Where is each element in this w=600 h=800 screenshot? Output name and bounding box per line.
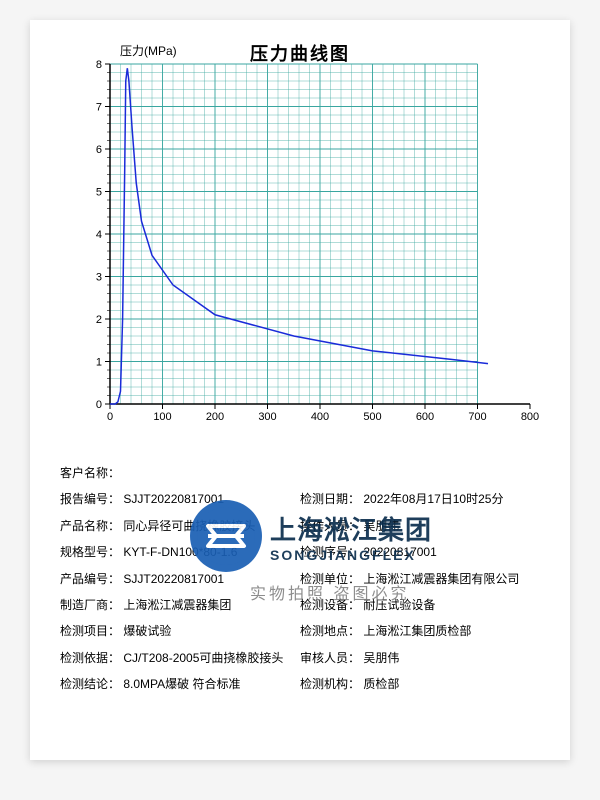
reviewer-row: 审核人员： 吴朋伟 — [300, 645, 540, 671]
basis-value: CJ/T208-2005可曲挠橡胶接头 — [123, 651, 283, 665]
test-item-label: 检测项目： — [60, 624, 120, 638]
chart-svg: 0 1 2 3 4 5 6 7 8 0 100 200 300 400 500 600 700 800 — [60, 40, 540, 430]
org-label: 检测机构： — [300, 677, 360, 691]
product-no-value: SJJT20220817001 — [123, 572, 224, 586]
conclusion-row: 检测结论： 8.0MPA爆破 符合标准 — [60, 671, 300, 697]
spec-label: 规格型号： — [60, 545, 120, 559]
customer-row: 客户名称： — [60, 460, 540, 486]
test-item-value: 爆破试验 — [123, 624, 171, 638]
product-no-label: 产品编号： — [60, 572, 120, 586]
svg-text:1: 1 — [96, 357, 102, 369]
svg-text:200: 200 — [206, 411, 224, 423]
report-no-label: 报告编号： — [60, 492, 120, 506]
pressure-chart: 压力曲线图 压力(MPa) 01234567801002003004005006… — [60, 40, 540, 430]
svg-text:6: 6 — [96, 144, 102, 156]
svg-text:3: 3 — [96, 272, 102, 284]
svg-text:800: 800 — [521, 411, 539, 423]
test-seq-label: 检测序号： — [300, 545, 360, 559]
basis-label: 检测依据： — [60, 651, 120, 665]
test-unit-row: 检测单位： 上海淞江减震器集团有限公司 — [300, 566, 540, 592]
manufacturer-value: 上海淞江减震器集团 — [123, 598, 231, 612]
info-section: 客户名称： 报告编号： SJJT20220817001 检测日期： 2022年0… — [60, 460, 540, 698]
org-value: 质检部 — [363, 677, 399, 691]
reviewer-label: 审核人员： — [300, 651, 360, 665]
test-unit-value: 上海淞江减震器集团有限公司 — [363, 572, 519, 586]
operator-label: 操作人员： — [300, 519, 360, 533]
test-seq-value: 20220817001 — [363, 545, 436, 559]
org-row: 检测机构： 质检部 — [300, 671, 540, 697]
reviewer-value: 吴朋伟 — [363, 651, 399, 665]
svg-text:400: 400 — [311, 411, 329, 423]
test-item-row: 检测项目： 爆破试验 — [60, 618, 300, 644]
report-no-row: 报告编号： SJJT20220817001 — [60, 486, 300, 512]
location-value: 上海淞江集团质检部 — [363, 624, 471, 638]
test-date-row: 检测日期： 2022年08月17日10时25分 — [300, 486, 540, 512]
equipment-row: 检测设备： 耐压试验设备 — [300, 592, 540, 618]
test-date-value: 2022年08月17日10时25分 — [363, 492, 503, 506]
spec-value: KYT-F-DN100*80-1.6 — [123, 545, 237, 559]
test-unit-label: 检测单位： — [300, 572, 360, 586]
svg-text:500: 500 — [363, 411, 381, 423]
product-name-row: 产品名称： 同心异径可曲挠橡胶接头 — [60, 513, 300, 539]
equipment-label: 检测设备： — [300, 598, 360, 612]
equipment-value: 耐压试验设备 — [363, 598, 435, 612]
location-label: 检测地点： — [300, 624, 360, 638]
product-name-label: 产品名称： — [60, 519, 120, 533]
spec-row: 规格型号： KYT-F-DN100*80-1.6 — [60, 539, 300, 565]
location-row: 检测地点： 上海淞江集团质检部 — [300, 618, 540, 644]
operator-value: 吴朋伟 — [363, 519, 399, 533]
svg-text:5: 5 — [96, 187, 102, 199]
svg-text:4: 4 — [96, 229, 102, 241]
manufacturer-row: 制造厂商： 上海淞江减震器集团 — [60, 592, 300, 618]
customer-label: 客户名称： — [60, 466, 120, 480]
svg-text:0: 0 — [96, 399, 102, 411]
svg-text:7: 7 — [96, 102, 102, 114]
test-date-label: 检测日期： — [300, 492, 360, 506]
svg-text:0: 0 — [107, 411, 113, 423]
manufacturer-label: 制造厂商： — [60, 598, 120, 612]
report-card: 压力曲线图 压力(MPa) 01234567801002003004005006… — [30, 20, 570, 760]
product-name-value: 同心异径可曲挠橡胶接头 — [123, 519, 255, 533]
svg-text:700: 700 — [468, 411, 486, 423]
conclusion-label: 检测结论： — [60, 677, 120, 691]
report-no-value: SJJT20220817001 — [123, 492, 224, 506]
conclusion-value: 8.0MPA爆破 符合标准 — [123, 677, 240, 691]
operator-row: 操作人员： 吴朋伟 — [300, 513, 540, 539]
basis-row: 检测依据： CJ/T208-2005可曲挠橡胶接头 — [60, 645, 300, 671]
svg-text:100: 100 — [153, 411, 171, 423]
svg-text:600: 600 — [416, 411, 434, 423]
svg-text:2: 2 — [96, 314, 102, 326]
product-no-row: 产品编号： SJJT20220817001 — [60, 566, 300, 592]
svg-text:8: 8 — [96, 59, 102, 71]
test-seq-row: 检测序号： 20220817001 — [300, 539, 540, 565]
svg-text:300: 300 — [258, 411, 276, 423]
